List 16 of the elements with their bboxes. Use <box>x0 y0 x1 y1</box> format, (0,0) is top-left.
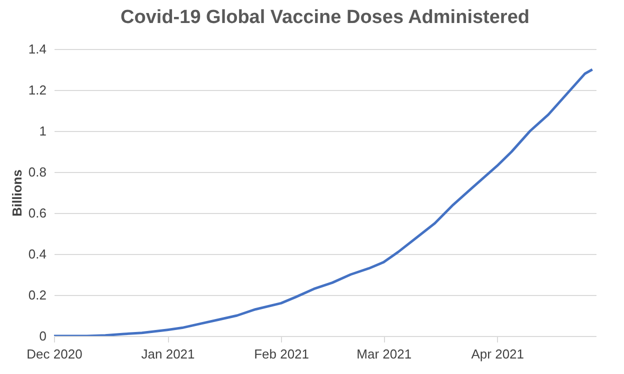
line-series <box>54 68 594 336</box>
chart-title: Covid-19 Global Vaccine Doses Administered <box>120 7 530 28</box>
y-tick-label: 0.6 <box>28 206 46 220</box>
y-tick-label: 1 <box>39 124 46 138</box>
x-tick-label: Feb 2021 <box>254 346 310 362</box>
x-tick-label: Mar 2021 <box>356 346 412 362</box>
y-axis-title: Billions <box>9 170 24 216</box>
x-tick-label: Jan 2021 <box>141 346 195 362</box>
y-tick-label: 0.2 <box>28 288 46 302</box>
x-tick-label: Dec 2020 <box>26 346 82 362</box>
x-tick-label: Apr 2021 <box>471 346 524 362</box>
y-tick-label: 1.4 <box>28 42 46 56</box>
y-tick-label: 0.4 <box>28 246 46 262</box>
y-tick-label: 0.8 <box>28 164 46 180</box>
y-tick-label: 0 <box>39 328 46 344</box>
y-tick-label: 1.2 <box>28 82 46 98</box>
